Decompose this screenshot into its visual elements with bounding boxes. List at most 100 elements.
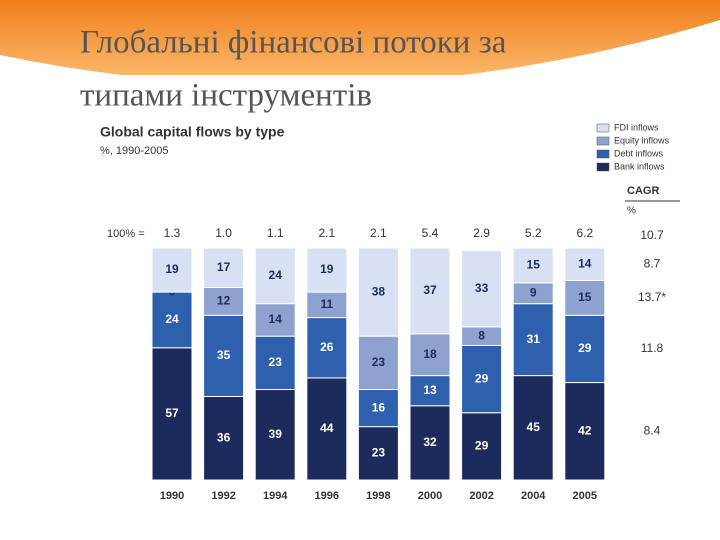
data-label: 13 [423,383,437,397]
legend-swatch [596,136,610,146]
x-tick-label: 2004 [521,490,546,502]
data-label: 38 [372,284,386,298]
bar-segment [254,303,296,337]
bar-segment [512,247,554,284]
bar-segment [409,405,451,481]
data-label: 24 [165,312,179,326]
series-cagr: 8.4 [644,423,661,437]
bar-segment [254,247,296,305]
total-cagr: 10.7 [640,228,664,242]
data-label: 15 [527,258,541,272]
bar-segment [254,335,296,391]
data-label: 42 [578,423,592,437]
data-label: 23 [372,445,386,459]
data-label: 16 [372,400,386,414]
data-label: 29 [475,439,489,453]
x-tick-label: 2005 [573,490,597,502]
bar-segment [203,247,245,288]
bar-segment [564,247,606,281]
x-tick-label: 1992 [211,490,235,502]
data-label: 44 [320,421,334,435]
total-label: 5.2 [525,226,542,240]
x-tick-label: 2000 [418,490,442,502]
series-cagr: 11.8 [641,341,664,355]
total-label: 1.0 [215,226,232,240]
bar-segment [151,291,193,349]
total-label: 1.3 [164,226,181,240]
bar-segment [254,389,296,481]
bar-segment [151,347,193,481]
chart-subtitle: %, 1990-2005 [100,145,169,157]
x-tick-label: 1994 [263,490,288,502]
slide-title: Глобальні фінансові потоки за [80,25,507,61]
bar-segment [306,317,348,379]
bar-segment [512,303,554,377]
bar-segment [409,247,451,335]
data-label: 9 [530,285,537,299]
data-label: 23 [372,355,386,369]
cagr-unit: % [627,206,636,217]
bar-segment [357,335,399,391]
totals-label: 100% = [107,228,145,240]
data-label: 45 [527,420,541,434]
bar-segment [306,377,348,481]
bar-segment [461,249,503,328]
legend-swatch [596,149,610,159]
data-label: 26 [320,340,334,354]
legend-label: Debt inflows [614,148,664,158]
data-label: 37 [423,283,437,297]
x-tick-label: 1998 [366,490,390,502]
x-tick-label: 1996 [315,490,339,502]
bar-segment [151,247,193,293]
bar-segment [564,279,606,316]
x-tick-label: 1990 [160,490,184,502]
data-label: 17 [217,260,231,274]
total-label: 2.1 [318,226,335,240]
data-label: 23 [269,355,283,369]
data-label: 32 [423,435,437,449]
legend-swatch [596,162,610,172]
legend-label: Equity inflows [614,135,670,145]
data-label: 33 [475,281,489,295]
bar-segment [306,291,348,319]
bar-segment [461,344,503,414]
series-cagr: 13.7* [638,290,666,304]
chart-title: Global capital flows by type [100,124,285,140]
bar-segment [409,333,451,377]
bar-segment [564,314,606,384]
data-label: 11 [320,297,333,311]
data-label: 36 [217,430,231,444]
bar-segment [357,426,399,481]
total-label: 6.2 [576,226,593,240]
total-label: 5.4 [422,226,439,240]
data-label: 39 [269,427,283,441]
total-label: 2.1 [370,226,387,240]
data-label: 14 [578,256,592,270]
data-label: 29 [578,341,592,355]
total-label: 1.1 [267,226,284,240]
cagr-title: CAGR [627,185,659,197]
bar-segment [512,375,554,481]
header-curve [0,20,720,120]
bar-segment [306,247,348,293]
data-label: 29 [475,371,489,385]
legend-label: FDI inflows [614,122,659,132]
data-label: 35 [217,348,231,362]
data-label: 15 [578,290,592,304]
data-label: 18 [423,347,437,361]
bar-segment [461,412,503,481]
data-label: 12 [217,294,231,308]
bar-segment [357,389,399,428]
data-label: 8 [478,328,485,342]
data-label: 14 [269,312,283,326]
data-label: 31 [527,332,541,346]
total-label: 2.9 [473,226,490,240]
legend-label: Bank inflows [614,161,665,171]
data-label: 19 [320,262,334,276]
slide-title: типами інструментів [80,78,372,114]
data-label: 19 [165,262,179,276]
legend-swatch [596,123,610,133]
series-cagr: 8.7 [644,256,661,270]
bar-segment [357,247,399,337]
